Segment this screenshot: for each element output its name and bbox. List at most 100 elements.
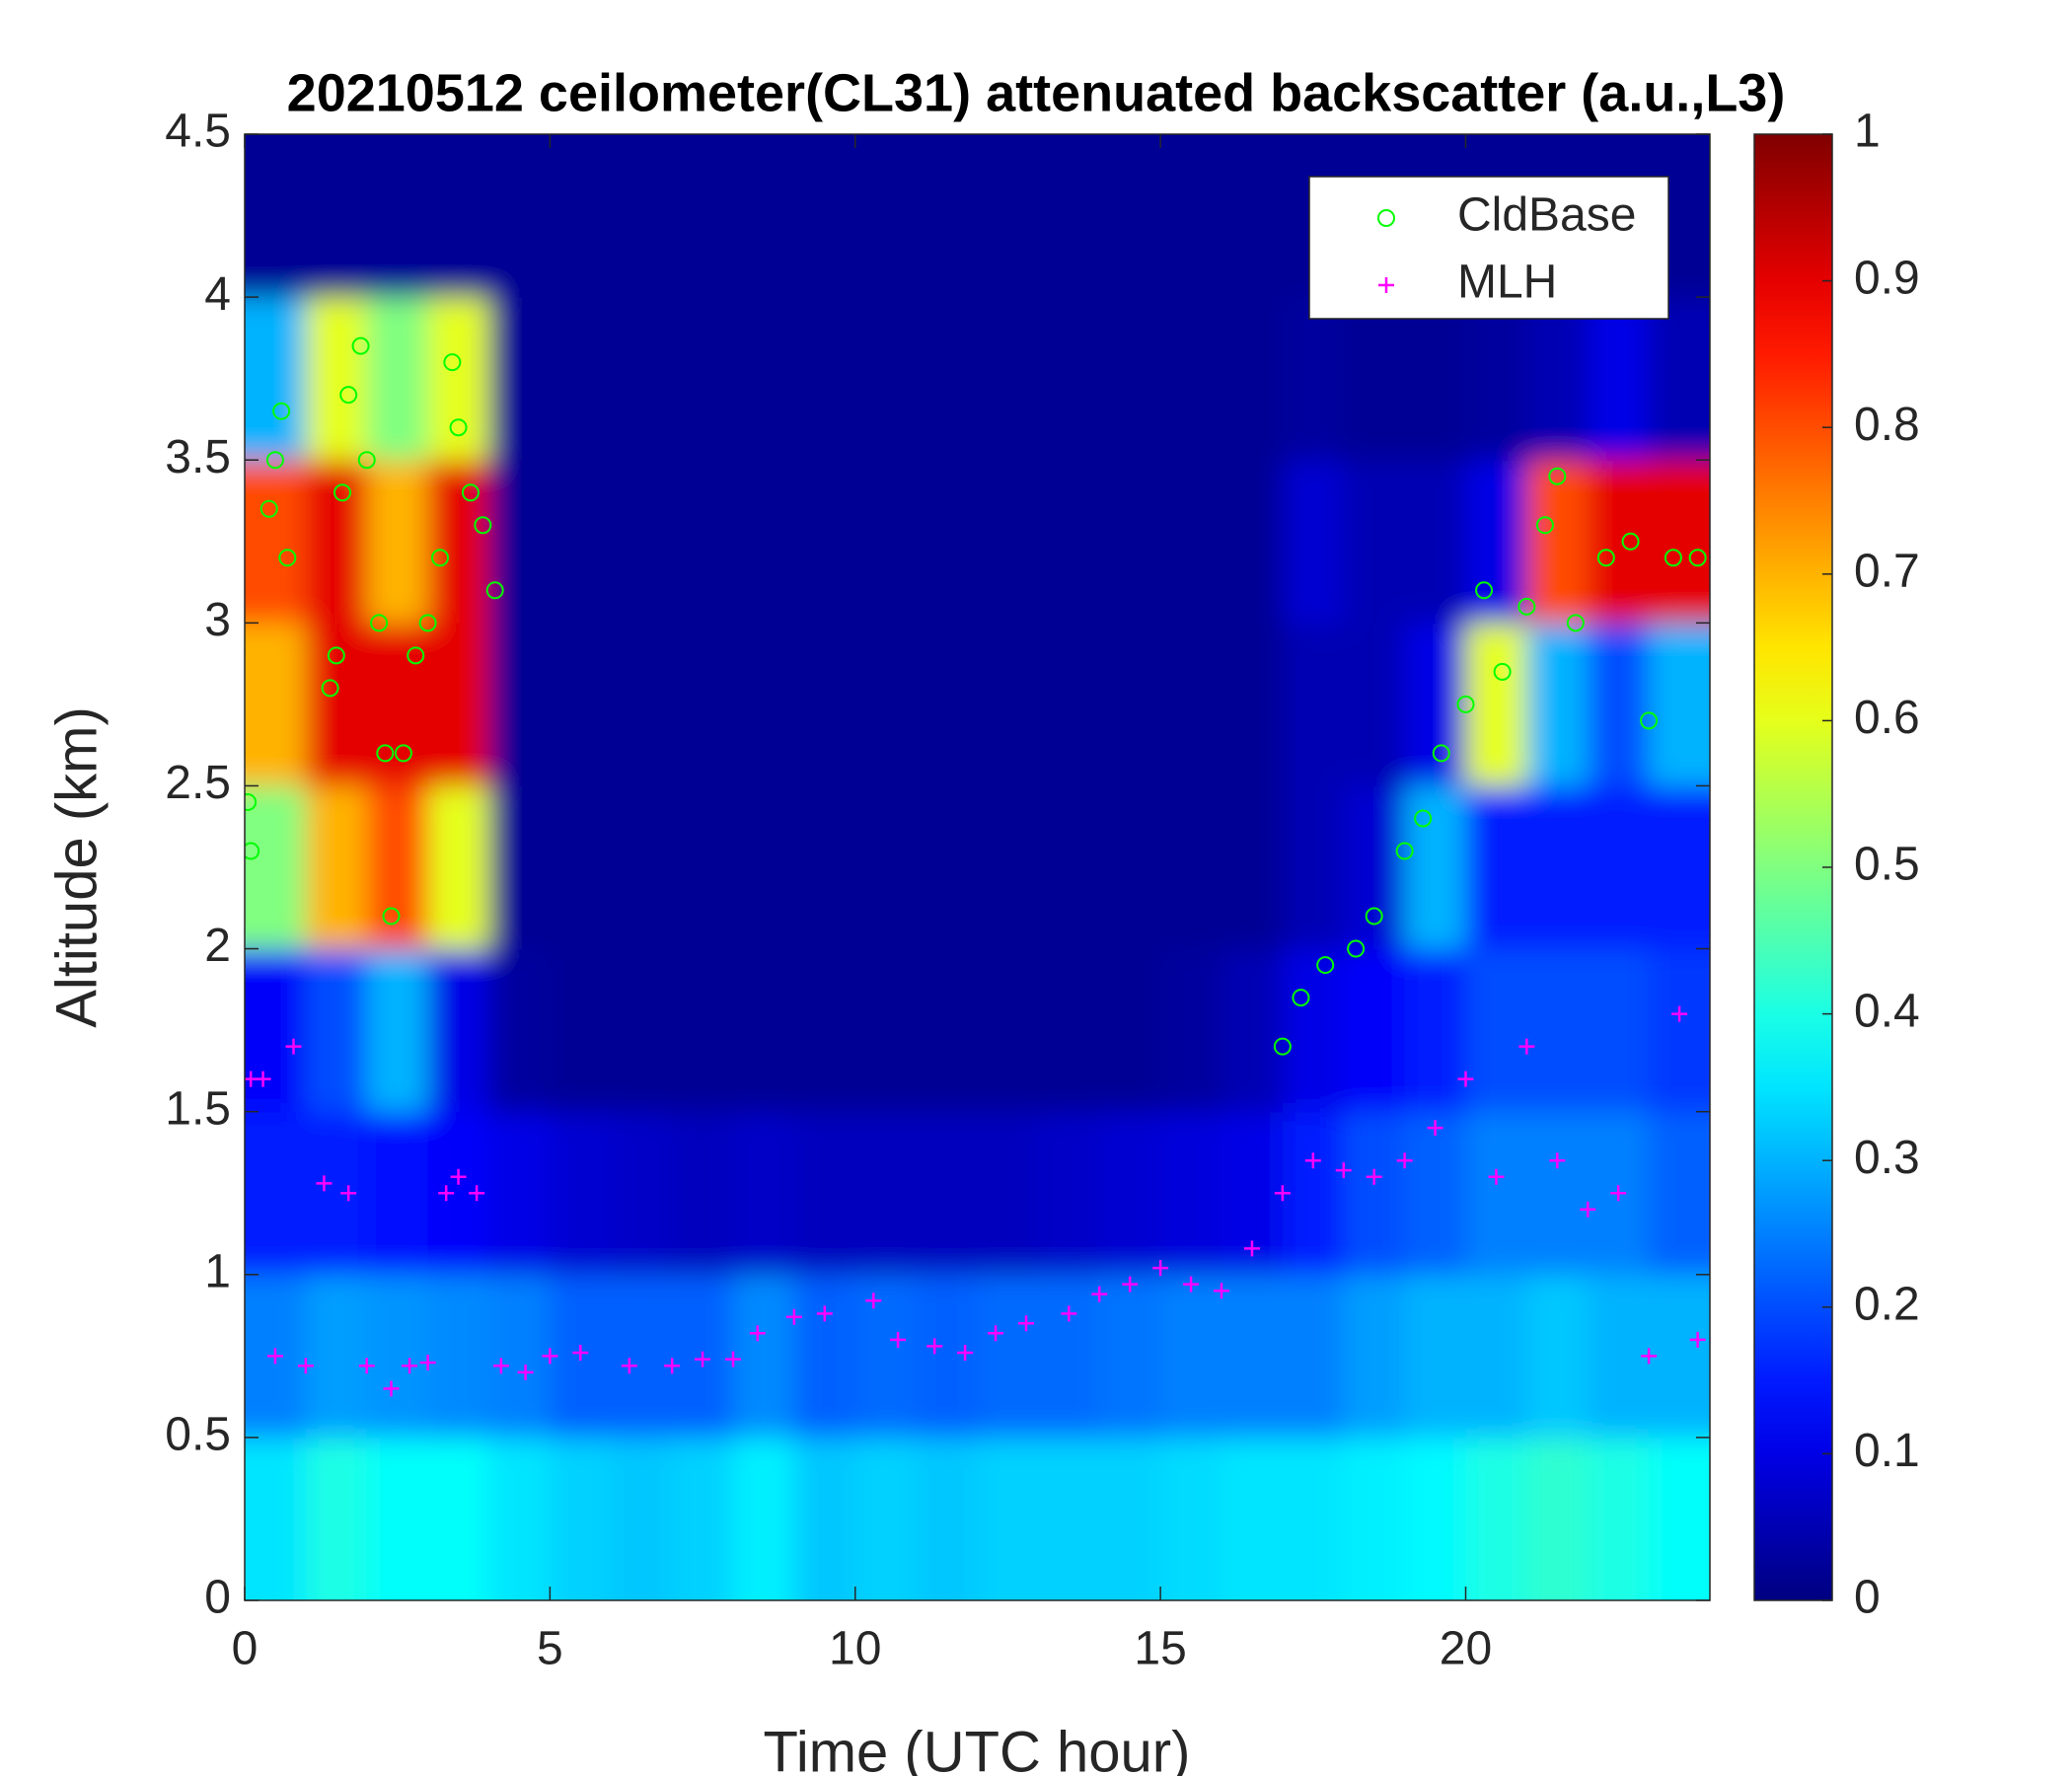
heatmap-cell	[488, 1111, 551, 1276]
y-tick-label: 0	[204, 1572, 231, 1624]
cloud-base-point	[443, 353, 462, 372]
cloud-base-point	[265, 451, 284, 470]
mlh-point	[1122, 1276, 1139, 1293]
x-tick-label: 0	[232, 1623, 259, 1675]
heatmap-cell	[916, 948, 978, 1113]
heatmap-cell	[1099, 1111, 1161, 1276]
mlh-point	[266, 1348, 283, 1365]
cloud-base-point	[1688, 549, 1707, 567]
heatmap-cell	[611, 1437, 673, 1600]
heatmap-cell	[488, 1274, 551, 1439]
cloud-base-point	[1365, 907, 1383, 925]
heatmap-cell	[1526, 785, 1589, 950]
cloud-base-point	[1432, 744, 1450, 763]
cloud-base-point	[278, 549, 297, 567]
heatmap-cell	[1404, 948, 1466, 1113]
cloud-base-point	[327, 646, 345, 665]
heatmap-cell	[1343, 1437, 1406, 1600]
heatmap-cell	[1282, 460, 1345, 624]
heatmap-cell	[366, 1437, 429, 1600]
heatmap-cell	[1038, 1437, 1100, 1600]
mlh-point	[664, 1358, 681, 1374]
mlh-point	[725, 1351, 741, 1368]
y-axis-label: Altitude (km)	[44, 706, 109, 1028]
heatmap-cell	[672, 785, 734, 950]
heatmap-cell	[1343, 948, 1406, 1113]
colorbar-tick-label: 0.5	[1854, 839, 1920, 891]
heatmap-cell	[1649, 297, 1710, 461]
heatmap-cell	[1526, 1437, 1589, 1600]
heatmap-cell	[1282, 297, 1345, 461]
heatmap-cell	[1465, 1274, 1527, 1439]
heatmap-cell	[427, 623, 489, 786]
heatmap-cell	[854, 460, 918, 624]
heatmap-cell	[1099, 948, 1161, 1113]
heatmap-cell	[1649, 1111, 1710, 1276]
cloud-base-point	[1493, 662, 1512, 681]
heatmap-cell	[1526, 460, 1589, 624]
heatmap-cell	[305, 134, 368, 298]
heatmap-cell	[977, 1274, 1039, 1439]
heatmap-cell	[611, 460, 673, 624]
mlh-point	[865, 1293, 882, 1309]
heatmap-cell	[1588, 297, 1650, 461]
legend-marker	[1378, 277, 1394, 293]
heatmap-cell	[488, 134, 551, 298]
mlh-point	[469, 1185, 485, 1202]
cloud-base-point	[339, 386, 358, 405]
heatmap-cell	[1465, 785, 1527, 950]
x-tick-label: 10	[829, 1623, 881, 1675]
legend-label: CldBase	[1457, 189, 1636, 242]
heatmap-cell	[1282, 1111, 1345, 1276]
heatmap-cell	[1038, 134, 1100, 298]
mlh-point	[1243, 1240, 1260, 1257]
heatmap-cell	[550, 1111, 612, 1276]
cloud-base-point	[474, 516, 492, 535]
heatmap-cell	[611, 623, 673, 786]
mlh-point	[1091, 1286, 1108, 1302]
cloud-base-point	[431, 549, 449, 567]
heatmap-cell	[366, 134, 429, 298]
mlh-point	[1061, 1305, 1077, 1322]
heatmap-cell	[854, 785, 918, 950]
heatmap-cell	[1160, 1274, 1222, 1439]
cloud-base-point	[357, 451, 376, 470]
cloud-base-point	[333, 483, 351, 502]
heatmap-cell	[245, 785, 307, 950]
cloud-base-point	[1596, 549, 1615, 567]
heatmap-cell	[245, 948, 307, 1113]
heatmap-cell	[672, 460, 734, 624]
heatmap-cell	[1465, 1437, 1527, 1600]
heatmap-cell	[427, 134, 489, 298]
heatmap-cell	[1038, 1111, 1100, 1276]
heatmap-cell	[916, 623, 978, 786]
heatmap-cell	[427, 460, 489, 624]
mlh-point	[1366, 1168, 1382, 1185]
heatmap-cell	[1465, 460, 1527, 624]
cloud-base-point	[394, 744, 412, 763]
heatmap-cell	[366, 1274, 429, 1439]
heatmap-cell	[1099, 134, 1161, 298]
cloud-base-point	[1456, 695, 1475, 713]
heatmap-cell	[1343, 460, 1406, 624]
cloud-base-point	[376, 744, 395, 763]
heatmap-cell	[1221, 1437, 1284, 1600]
colorbar-tick-label: 1	[1854, 106, 1881, 158]
mlh-point	[1214, 1283, 1229, 1299]
heatmap-cell	[305, 460, 368, 624]
mlh-point	[1549, 1152, 1566, 1169]
heatmap-cell	[1221, 1274, 1284, 1439]
heatmap-cell	[1588, 460, 1650, 624]
mlh-point	[340, 1185, 357, 1202]
heatmap-cell	[854, 1111, 918, 1276]
heatmap-cell	[366, 785, 429, 950]
heatmap-cell	[1588, 1274, 1650, 1439]
cloud-base-point	[1475, 581, 1494, 600]
heatmap-cell	[611, 785, 673, 950]
mlh-point	[988, 1325, 1004, 1342]
heatmap-cell	[1160, 1111, 1222, 1276]
heatmap-cell	[366, 1111, 429, 1276]
heatmap-cell	[1282, 785, 1345, 950]
heatmap-cell	[977, 297, 1039, 461]
y-tick-label: 3	[204, 594, 231, 646]
